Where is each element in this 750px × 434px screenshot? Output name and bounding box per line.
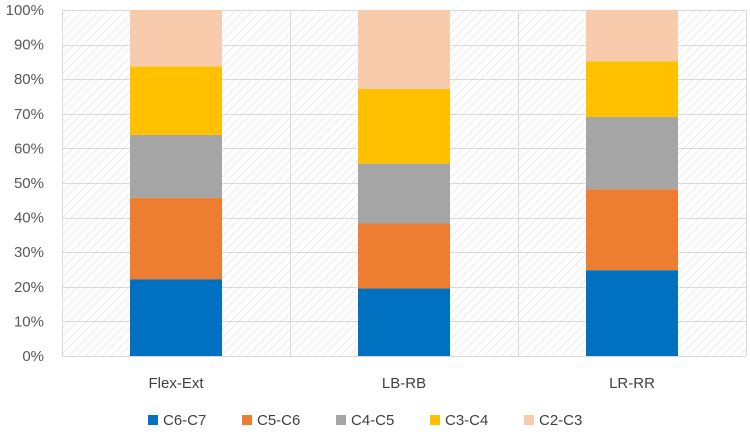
bar-segment-c2-c3-lb-rb <box>358 10 450 89</box>
bar-segment-c5-c6-flex-ext <box>130 197 222 280</box>
legend-label: C5-C6 <box>257 412 300 429</box>
bar-segment-c6-c7-lr-rr <box>586 270 678 356</box>
legend-label: C4-C5 <box>351 412 394 429</box>
bar-segment-c6-c7-lb-rb <box>358 288 450 356</box>
x-category-label: LR-RR <box>609 375 655 392</box>
y-tick-label: 80% <box>14 71 44 88</box>
bar-segment-c2-c3-lr-rr <box>586 10 678 62</box>
bar-segment-c5-c6-lr-rr <box>586 189 678 271</box>
legend-label: C2-C3 <box>539 412 582 429</box>
bar-segment-c3-c4-flex-ext <box>130 66 222 135</box>
bar-segment-c4-c5-lr-rr <box>586 116 678 190</box>
bar-stacks <box>130 10 678 356</box>
legend-swatch <box>430 415 440 425</box>
x-axis-category-labels: Flex-Ext LB-RB LR-RR <box>148 375 655 392</box>
bar-segment-c5-c6-lb-rb <box>358 223 450 289</box>
bar-segment-c6-c7-flex-ext <box>130 279 222 356</box>
legend-label: C3-C4 <box>445 412 488 429</box>
legend-swatch <box>336 415 346 425</box>
y-tick-label: 60% <box>14 140 44 157</box>
y-tick-label: 70% <box>14 106 44 123</box>
y-tick-label: 50% <box>14 175 44 192</box>
bar-segment-c3-c4-lr-rr <box>586 61 678 117</box>
bar-segment-c4-c5-lb-rb <box>358 163 450 224</box>
y-axis-tick-labels: 0% 10% 20% 30% 40% 50% 60% 70% 80% 90% 100% <box>6 2 44 365</box>
y-tick-label: 30% <box>14 244 44 261</box>
y-tick-label: 90% <box>14 37 44 54</box>
bar-segment-c4-c5-flex-ext <box>130 134 222 198</box>
y-tick-label: 0% <box>22 348 44 365</box>
y-tick-label: 40% <box>14 210 44 227</box>
legend-swatch <box>524 415 534 425</box>
y-tick-label: 10% <box>14 313 44 330</box>
x-category-label: Flex-Ext <box>148 375 204 392</box>
bar-segment-c2-c3-flex-ext <box>130 10 222 67</box>
y-tick-label: 100% <box>6 2 44 19</box>
legend: C6-C7 C5-C6 C4-C5 C3-C4 C2-C3 <box>148 412 582 429</box>
legend-swatch <box>242 415 252 425</box>
legend-label: C6-C7 <box>163 412 206 429</box>
y-tick-label: 20% <box>14 279 44 296</box>
x-category-label: LB-RB <box>382 375 426 392</box>
legend-swatch <box>148 415 158 425</box>
bar-segment-c3-c4-lb-rb <box>358 88 450 164</box>
